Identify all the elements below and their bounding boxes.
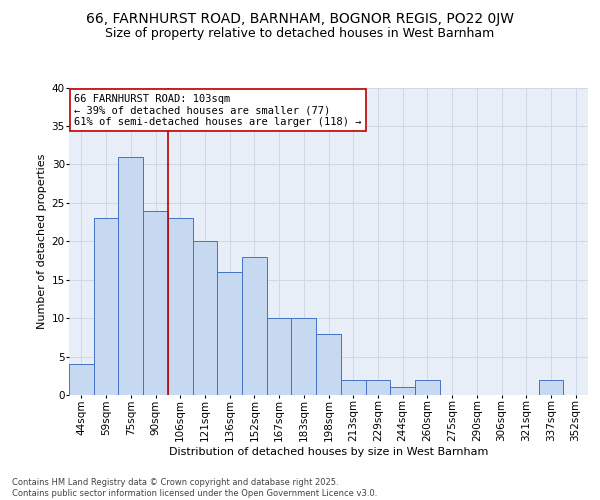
Bar [242, 256, 267, 395]
Text: 66, FARNHURST ROAD, BARNHAM, BOGNOR REGIS, PO22 0JW: 66, FARNHURST ROAD, BARNHAM, BOGNOR REGI… [86, 12, 514, 26]
Bar [69, 364, 94, 395]
Bar [143, 210, 168, 395]
Bar [539, 380, 563, 395]
Bar [168, 218, 193, 395]
Bar [390, 388, 415, 395]
Bar [292, 318, 316, 395]
X-axis label: Distribution of detached houses by size in West Barnham: Distribution of detached houses by size … [169, 447, 488, 457]
Bar [316, 334, 341, 395]
Text: 66 FARNHURST ROAD: 103sqm
← 39% of detached houses are smaller (77)
61% of semi-: 66 FARNHURST ROAD: 103sqm ← 39% of detac… [74, 94, 362, 127]
Bar [267, 318, 292, 395]
Text: Size of property relative to detached houses in West Barnham: Size of property relative to detached ho… [106, 28, 494, 40]
Bar [341, 380, 365, 395]
Bar [365, 380, 390, 395]
Bar [94, 218, 118, 395]
Y-axis label: Number of detached properties: Number of detached properties [37, 154, 47, 329]
Bar [118, 156, 143, 395]
Bar [415, 380, 440, 395]
Text: Contains HM Land Registry data © Crown copyright and database right 2025.
Contai: Contains HM Land Registry data © Crown c… [12, 478, 377, 498]
Bar [217, 272, 242, 395]
Bar [193, 242, 217, 395]
